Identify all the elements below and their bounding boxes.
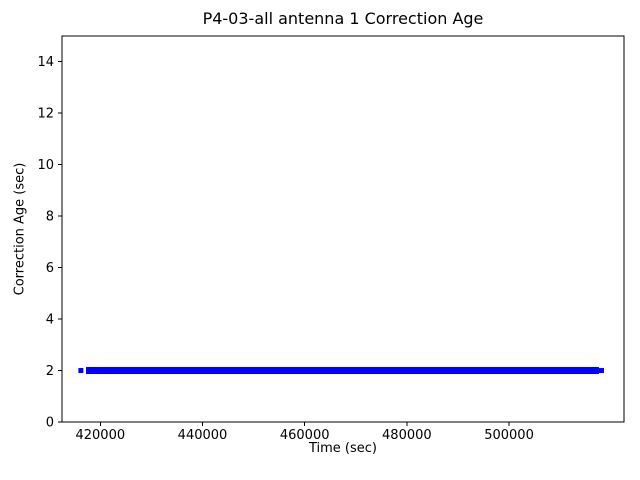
x-tick-label: 420000 xyxy=(75,428,125,443)
axes-spines xyxy=(61,35,625,423)
y-tick-label: 6 xyxy=(46,261,54,276)
chart-title: P4-03-all antenna 1 Correction Age xyxy=(202,9,484,28)
x-tick-label: 440000 xyxy=(178,428,228,443)
y-tick-label: 14 xyxy=(37,55,54,70)
y-tick-label: 2 xyxy=(46,364,54,379)
x-axis-label: Time (sec) xyxy=(308,441,377,456)
y-tick-label: 10 xyxy=(37,158,54,173)
x-tick-label: 500000 xyxy=(484,428,534,443)
data-point-marker xyxy=(599,368,605,374)
y-tick-label: 4 xyxy=(46,313,54,328)
y-tick-label: 0 xyxy=(46,416,54,431)
x-tick-label: 460000 xyxy=(280,428,330,443)
y-tick-label: 12 xyxy=(37,107,54,122)
y-tick-label: 8 xyxy=(46,210,54,225)
x-tick-label: 480000 xyxy=(382,428,432,443)
data-point-marker xyxy=(78,368,84,374)
